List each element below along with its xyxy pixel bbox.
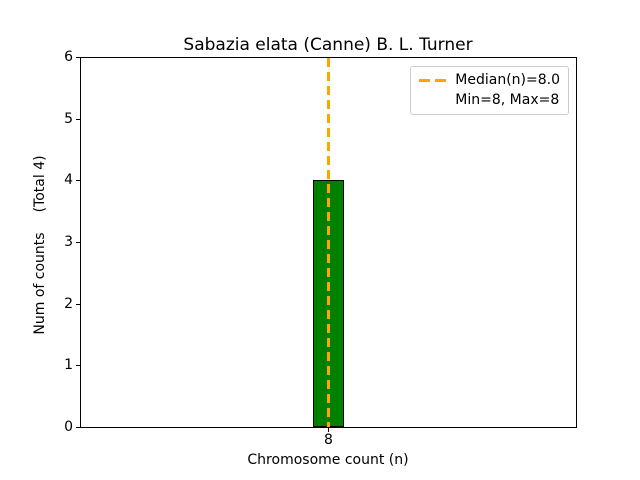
- legend-entry-minmax: Min=8, Max=8: [419, 91, 560, 109]
- y-tick-mark: [76, 242, 80, 243]
- x-axis-label: Chromosome count (n): [247, 452, 409, 468]
- y-tick-label-3: 3: [64, 234, 73, 250]
- legend-empty-handle: [419, 99, 446, 102]
- y-tick-label-4: 4: [64, 172, 73, 188]
- y-tick-mark: [76, 365, 80, 366]
- y-tick-label-0: 0: [64, 419, 73, 435]
- y-tick-mark: [76, 180, 80, 181]
- legend-label-median: Median(n)=8.0: [455, 72, 560, 88]
- legend-label-minmax: Min=8, Max=8: [455, 92, 560, 108]
- x-tick-mark: [328, 428, 329, 432]
- plot-area: Median(n)=8.0 Min=8, Max=8: [80, 57, 577, 428]
- y-axis-label-total: (Total 4): [32, 155, 48, 213]
- y-tick-label-6: 6: [64, 49, 73, 65]
- y-tick-label-1: 1: [64, 357, 73, 373]
- y-axis-label-main: Num of counts: [32, 232, 48, 335]
- y-tick-mark: [76, 304, 80, 305]
- y-tick-label-5: 5: [64, 111, 73, 127]
- x-tick-label-8: 8: [324, 432, 333, 448]
- y-tick-mark: [76, 119, 80, 120]
- legend-entry-median: Median(n)=8.0: [419, 71, 560, 89]
- y-tick-label-2: 2: [64, 296, 73, 312]
- legend: Median(n)=8.0 Min=8, Max=8: [410, 66, 569, 115]
- chart-title: Sabazia elata (Canne) B. L. Turner: [183, 35, 473, 55]
- y-tick-mark: [76, 427, 80, 428]
- y-tick-mark: [76, 57, 80, 58]
- legend-median-dash-icon: [419, 78, 447, 82]
- y-axis-label: Num of counts (Total 4): [32, 155, 48, 334]
- median-line: [327, 58, 330, 427]
